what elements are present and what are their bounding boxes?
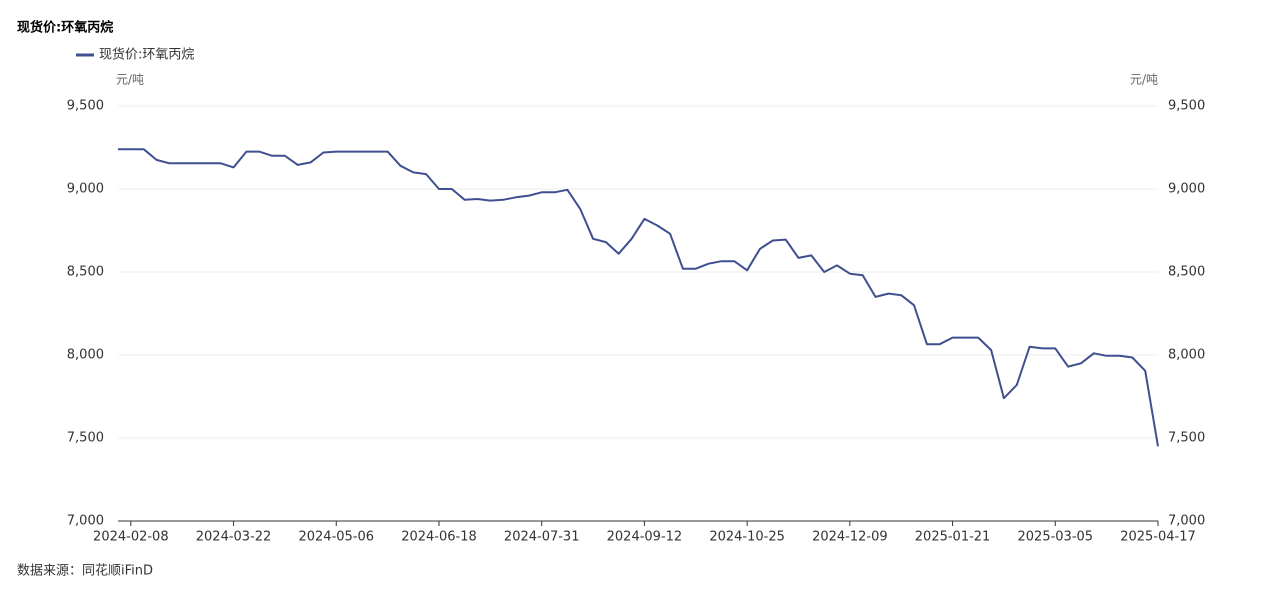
x-tick-label: 2024-03-22 [196, 530, 272, 545]
line-series [118, 148, 1159, 447]
x-tick-label: 2024-06-18 [401, 530, 477, 545]
x-tick-label: 2025-04-17 [1120, 530, 1196, 545]
y2-tick-label: 8,000 [1168, 348, 1205, 363]
x-tick-label: 2025-01-21 [915, 530, 991, 545]
x-tick-label: 2024-09-12 [607, 530, 683, 545]
y-unit: 元/吨 [116, 73, 144, 87]
x-tick-label: 2024-02-08 [93, 530, 169, 545]
x-tick-label: 2024-12-09 [812, 530, 888, 545]
y2-tick-label: 9,500 [1168, 99, 1205, 114]
x-tick-label: 2025-03-05 [1018, 530, 1094, 545]
y-tick-label: 9,500 [67, 99, 104, 114]
y-tick-label: 8,000 [67, 348, 104, 363]
y-tick-label: 9,000 [67, 182, 104, 197]
x-tick-label: 2024-05-06 [298, 530, 374, 545]
source: 数据来源：同花顺iFinD [17, 563, 153, 579]
x-tick-label: 2024-07-31 [504, 530, 580, 545]
y-tick-label: 7,500 [67, 431, 104, 446]
y2-unit: 元/吨 [1130, 73, 1158, 87]
y-tick-label: 7,000 [67, 514, 104, 529]
chart-title: 现货价:环氧丙烷 [17, 20, 113, 36]
y-tick-label: 8,500 [67, 265, 104, 280]
y2-tick-label: 9,000 [1168, 182, 1205, 197]
x-tick-label: 2024-10-25 [709, 530, 785, 545]
legend-label: 现货价:环氧丙烷 [99, 47, 194, 63]
y2-tick-label: 7,000 [1168, 514, 1205, 529]
y2-tick-label: 7,500 [1168, 431, 1205, 446]
y2-tick-label: 8,500 [1168, 265, 1205, 280]
